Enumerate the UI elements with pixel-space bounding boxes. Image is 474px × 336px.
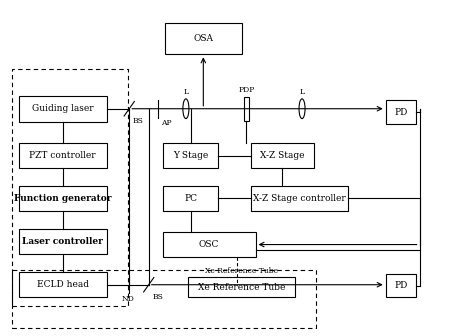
Bar: [386, 274, 416, 297]
Bar: [163, 186, 219, 211]
Bar: [18, 272, 107, 297]
Bar: [165, 23, 242, 54]
Bar: [18, 95, 107, 122]
Bar: [163, 143, 219, 168]
Bar: [12, 69, 128, 306]
Bar: [386, 100, 416, 124]
Text: L: L: [300, 88, 304, 95]
Text: Guiding laser: Guiding laser: [32, 104, 94, 113]
Bar: [251, 143, 314, 168]
Bar: [12, 270, 316, 328]
Ellipse shape: [183, 99, 189, 119]
Text: PC: PC: [184, 194, 197, 203]
Bar: [18, 229, 107, 254]
Text: Xe Reference Tube: Xe Reference Tube: [198, 283, 285, 292]
Text: ECLD head: ECLD head: [37, 280, 89, 289]
Text: X-Z Stage: X-Z Stage: [260, 151, 304, 160]
Text: ND: ND: [121, 295, 134, 303]
Text: Xe Reference Tube: Xe Reference Tube: [205, 267, 278, 275]
Text: X-Z Stage controller: X-Z Stage controller: [253, 194, 346, 203]
Bar: [18, 143, 107, 168]
Text: OSC: OSC: [199, 240, 219, 249]
Bar: [251, 186, 348, 211]
Text: BS: BS: [133, 117, 144, 125]
Text: Y Stage: Y Stage: [173, 151, 208, 160]
Text: Function generator: Function generator: [14, 194, 111, 203]
Text: Laser controller: Laser controller: [22, 237, 103, 246]
Text: PD: PD: [394, 108, 408, 117]
Text: PZT controller: PZT controller: [29, 151, 96, 160]
Bar: [18, 186, 107, 211]
Bar: [163, 232, 255, 257]
Bar: [244, 97, 249, 121]
Text: BS: BS: [153, 293, 164, 301]
Text: L: L: [183, 88, 188, 95]
Ellipse shape: [299, 99, 305, 119]
Bar: [188, 277, 295, 297]
Text: PDP: PDP: [238, 86, 255, 94]
Text: OSA: OSA: [193, 34, 213, 43]
Text: PD: PD: [394, 281, 408, 290]
Text: AP: AP: [161, 119, 172, 127]
